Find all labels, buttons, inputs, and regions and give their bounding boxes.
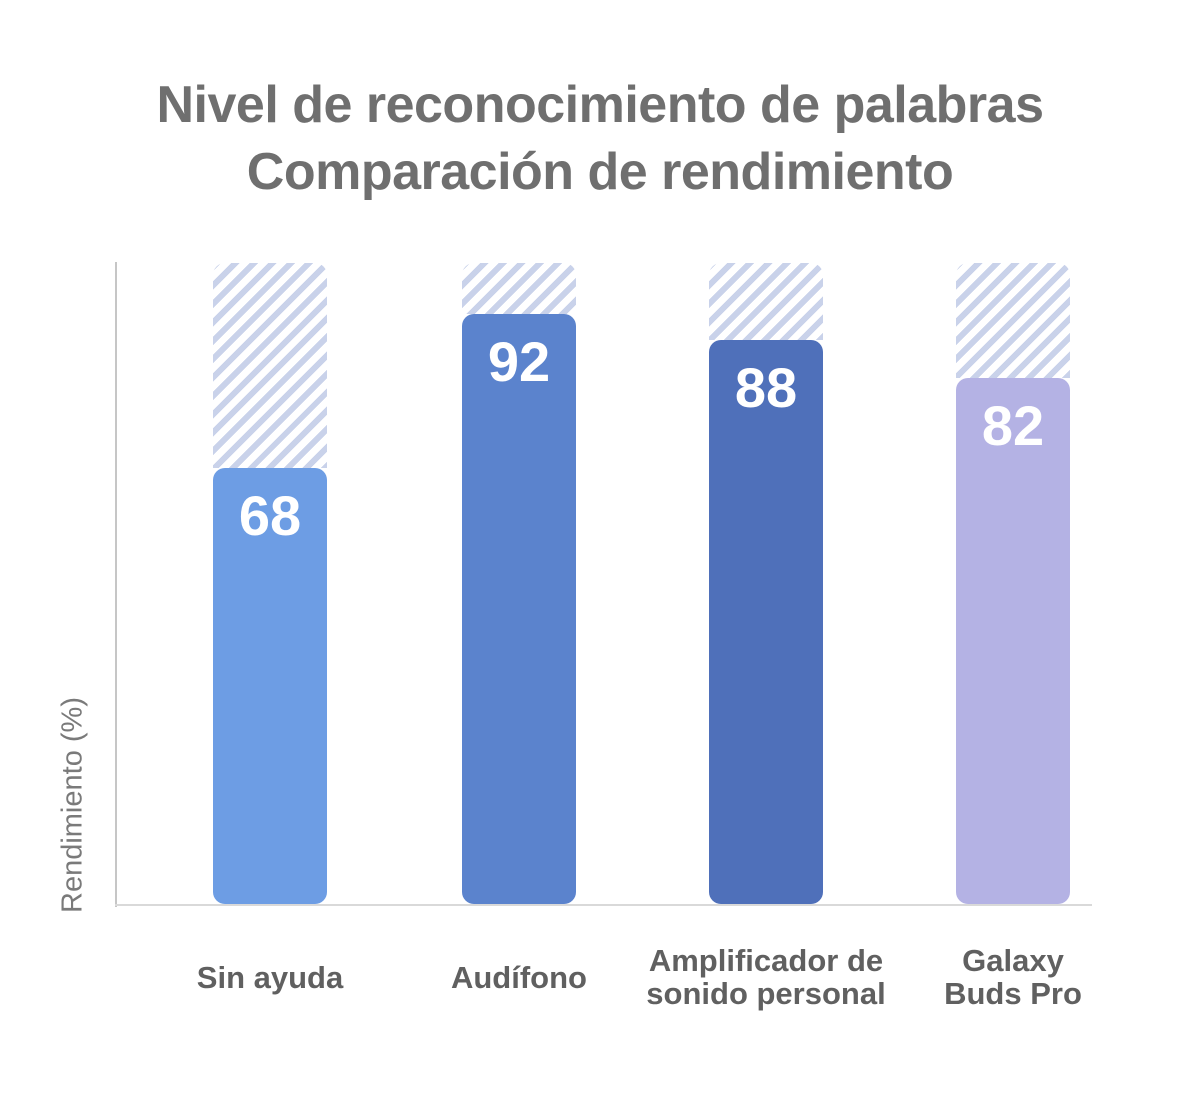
x-axis-category-label-3: Amplificador de sonido personal	[626, 943, 906, 1011]
bar-remainder-hatch-4	[956, 263, 1070, 379]
bar-group-2: 92	[462, 263, 576, 904]
bar-group-4: 82	[956, 263, 1070, 904]
x-axis-category-label-3-line-2: sonido personal	[646, 976, 886, 1011]
x-axis-category-label-1-line-1: Sin ayuda	[196, 959, 344, 995]
x-axis-category-label-3-line-1: Amplificador de	[648, 943, 884, 978]
x-axis-category-label-4: Galaxy Buds Pro	[873, 943, 1153, 1011]
bar-remainder-hatch-2	[462, 263, 576, 315]
bar-group-1: 68	[213, 263, 327, 904]
bar-1: 68	[213, 468, 327, 904]
x-axis-category-label-1: Sin ayuda	[130, 943, 410, 1011]
bar-value-label-4: 82	[981, 394, 1045, 458]
x-axis-category-label-2-line-1: Audífono	[450, 959, 587, 995]
bar-remainder-hatch-3	[709, 263, 823, 340]
bar-4: 82	[956, 378, 1070, 904]
bar-value-label-2: 92	[487, 330, 551, 394]
x-axis-line	[115, 904, 1092, 906]
y-axis-line	[115, 262, 117, 907]
chart-title: Nivel de reconocimiento de palabras Comp…	[0, 72, 1200, 206]
bar-3: 88	[709, 339, 823, 904]
x-axis-category-label-4-line-2: Buds Pro	[944, 976, 1082, 1011]
x-axis-category-label-4-line-1: Galaxy	[962, 943, 1064, 978]
chart-title-line-1: Nivel de reconocimiento de palabras	[156, 76, 1044, 134]
bar-2: 92	[462, 314, 576, 904]
bar-value-label-3: 88	[734, 355, 798, 419]
bar-remainder-hatch-1	[213, 263, 327, 469]
bar-value-label-1: 68	[238, 484, 302, 548]
bar-group-3: 88	[709, 263, 823, 904]
x-axis-category-label-2: Audífono	[379, 943, 659, 1011]
chart-title-line-2: Comparación de rendimiento	[246, 143, 954, 201]
